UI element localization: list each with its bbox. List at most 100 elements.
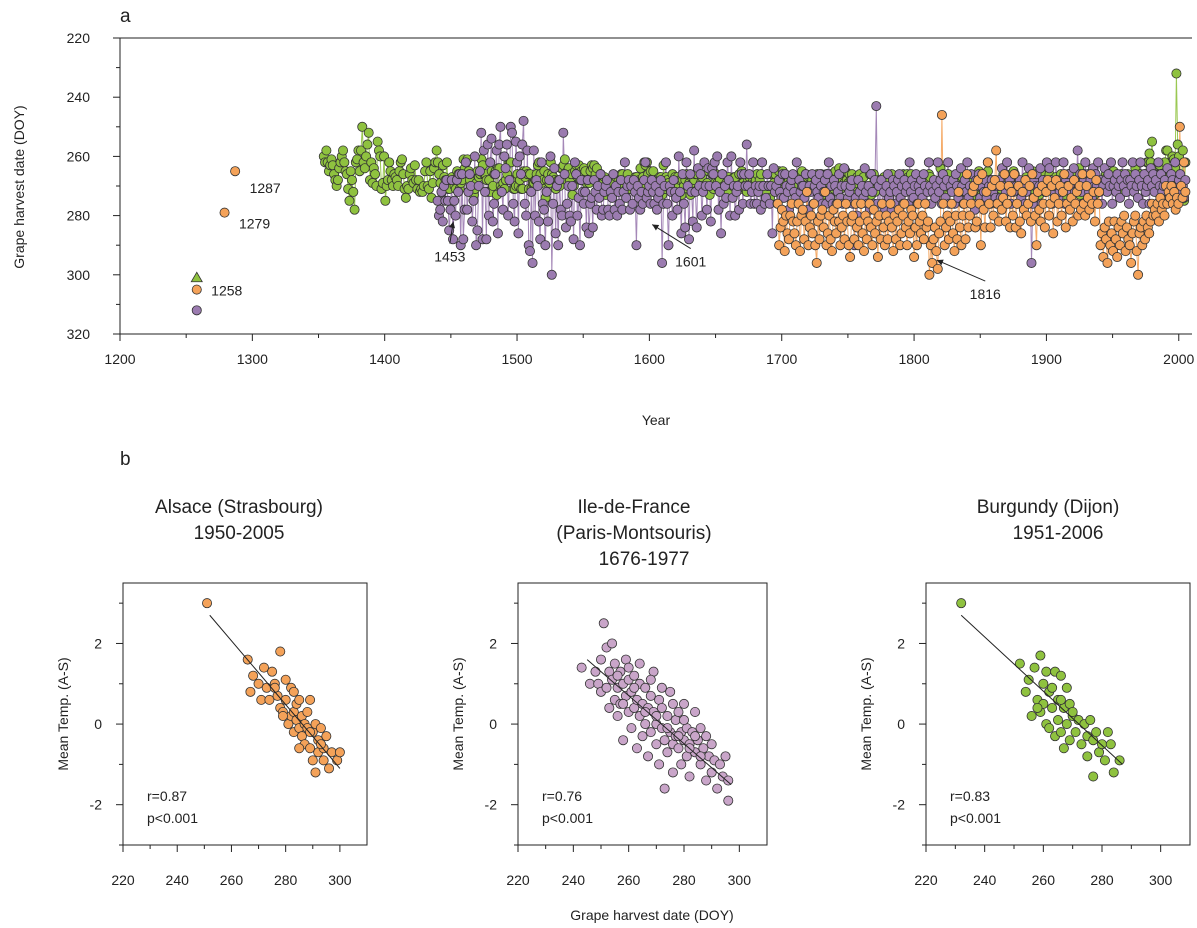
- data-point-orange: [949, 246, 960, 257]
- data-point-purple: [668, 175, 679, 186]
- data-point-orange: [1027, 169, 1038, 180]
- data-point-purple: [726, 151, 737, 162]
- scatter-point: [280, 674, 291, 685]
- data-point-purple: [1072, 145, 1083, 156]
- data-point-purple: [918, 169, 929, 180]
- data-point-purple: [685, 169, 696, 180]
- data-point-orange: [982, 157, 993, 168]
- data-point-purple: [539, 204, 550, 215]
- data-point-purple: [1002, 157, 1013, 168]
- data-point-purple: [1026, 257, 1037, 268]
- data-point-orange: [1031, 240, 1042, 251]
- data-point-orange: [902, 240, 913, 251]
- scatter-point: [248, 670, 259, 681]
- scatter-point: [679, 715, 690, 726]
- data-point-orange: [832, 198, 843, 209]
- annotation-arrowhead: [936, 259, 944, 266]
- scatter-point: [665, 686, 676, 697]
- data-point-orange: [811, 257, 822, 268]
- scatter-x-tick-label: 280: [672, 872, 696, 888]
- data-point-purple: [562, 198, 573, 209]
- data-point-purple: [608, 169, 619, 180]
- data-point-purple: [453, 186, 464, 197]
- data-point-purple: [558, 127, 569, 138]
- data-point-purple: [640, 157, 651, 168]
- data-point-purple: [572, 210, 583, 221]
- data-point-green: [384, 157, 395, 168]
- scatter-point: [315, 723, 326, 734]
- scatter-point: [656, 682, 667, 693]
- data-point-purple: [468, 195, 479, 206]
- data-point-orange: [801, 186, 812, 197]
- data-point-orange: [955, 222, 966, 233]
- data-point-orange: [1017, 186, 1028, 197]
- scatter-point: [1035, 650, 1046, 661]
- data-point-orange: [1174, 121, 1185, 132]
- scatter-x-tick-label: 240: [166, 872, 190, 888]
- data-point-purple: [904, 157, 915, 168]
- scatter-y-tick-label: 0: [94, 716, 102, 732]
- scatter-point: [288, 686, 299, 697]
- scatter-point: [637, 731, 648, 742]
- data-point-green: [397, 154, 408, 165]
- scatter-point: [667, 767, 678, 778]
- data-point-purple: [631, 240, 642, 251]
- data-point-purple: [660, 157, 671, 168]
- panel-label-b: b: [120, 449, 131, 470]
- data-point-purple: [601, 175, 612, 186]
- data-point-purple: [528, 145, 539, 156]
- scatter-point: [640, 719, 651, 730]
- annotation-label: 1279: [239, 216, 270, 232]
- data-point-green: [347, 175, 358, 186]
- data-point-purple: [480, 186, 491, 197]
- scatter-point: [1032, 702, 1043, 713]
- data-point-orange: [971, 216, 982, 227]
- scatter-point: [612, 711, 623, 722]
- scatter-point: [640, 682, 651, 693]
- data-point-orange: [817, 204, 828, 215]
- scatter-point: [307, 755, 318, 766]
- scatter-point: [712, 783, 723, 794]
- data-point-purple: [705, 216, 716, 227]
- scatter-x-tick-label: 300: [1149, 872, 1173, 888]
- data-point-green: [321, 145, 332, 156]
- annotation-arrow: [936, 259, 986, 282]
- data-point-orange: [911, 240, 922, 251]
- data-point-purple: [487, 216, 498, 227]
- scatter-x-tick-label: 240: [973, 872, 997, 888]
- annotation-label: 1601: [675, 254, 706, 270]
- data-point-purple: [735, 157, 746, 168]
- data-point-purple: [691, 222, 702, 233]
- data-point-orange: [1112, 252, 1123, 263]
- data-point-green: [431, 145, 442, 156]
- data-point-purple: [962, 157, 973, 168]
- scatter-point: [676, 759, 687, 770]
- timeseries-x-tick-label: 1800: [898, 351, 929, 367]
- scatter-point: [645, 690, 656, 701]
- scatter-point: [723, 775, 734, 786]
- data-point-purple: [839, 163, 850, 174]
- scatter-point: [659, 783, 670, 794]
- scatter-point: [1055, 694, 1066, 705]
- data-point-orange: [1002, 198, 1013, 209]
- timeseries-x-tick-label: 1700: [766, 351, 797, 367]
- data-point-purple: [689, 145, 700, 156]
- scatter-point: [1061, 719, 1072, 730]
- annotation-arrow: [651, 224, 691, 249]
- data-point-purple: [757, 157, 768, 168]
- scatter-point: [1023, 674, 1034, 685]
- scatter-point: [662, 711, 673, 722]
- timeseries-y-tick-label: 220: [67, 30, 91, 46]
- data-point-green: [1147, 136, 1158, 147]
- data-point-orange: [1091, 175, 1102, 186]
- data-point-orange: [934, 228, 945, 239]
- data-point-purple: [680, 222, 691, 233]
- data-point-purple: [469, 151, 480, 162]
- scatter-point: [695, 751, 706, 762]
- data-point-orange: [977, 169, 988, 180]
- scatter-point: [305, 743, 316, 754]
- scatter-title-alsace-line1: Alsace (Strasbourg): [155, 497, 323, 518]
- timeseries-x-tick-label: 1600: [634, 351, 665, 367]
- scatter-point: [629, 670, 640, 681]
- scatter-point: [720, 751, 731, 762]
